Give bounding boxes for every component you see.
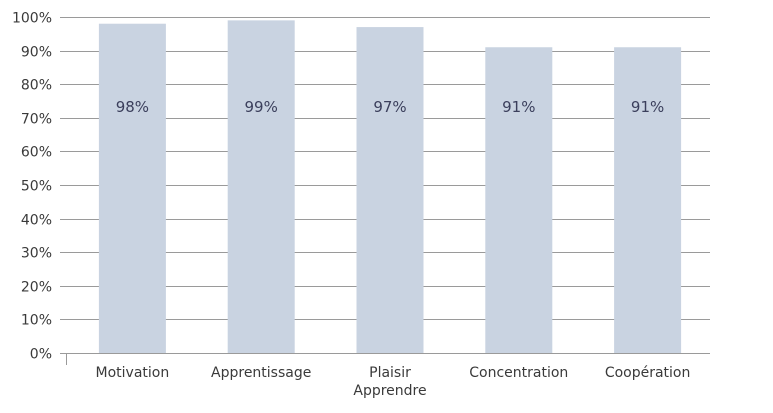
y-tick-label: 60% [21, 145, 52, 161]
y-tick-label: 90% [21, 45, 52, 61]
bars [98, 20, 682, 354]
data-label: 98% [116, 98, 149, 116]
y-tick-label: 100% [12, 11, 52, 27]
data-label: 91% [631, 98, 664, 116]
bar [227, 20, 295, 354]
y-tick-label: 50% [21, 179, 52, 195]
y-tick-label: 0% [30, 347, 52, 363]
y-tick-label: 30% [21, 246, 52, 262]
data-label: 91% [502, 98, 535, 116]
y-tick-label: 10% [21, 313, 52, 329]
bar [614, 47, 682, 354]
y-tick-label: 70% [21, 112, 52, 128]
category-label-line: Apprentissage [211, 365, 311, 381]
data-labels: 98% 99% 97% 91% 91% [116, 98, 665, 116]
data-label: 97% [373, 98, 406, 116]
category-label: Motivation [96, 365, 170, 381]
y-tick-label: 80% [21, 78, 52, 94]
category-label-line: Concentration [469, 365, 568, 381]
y-tick-label: 40% [21, 213, 52, 229]
category-label-line: Plaisir [369, 365, 411, 381]
bar [98, 23, 166, 353]
data-label: 99% [245, 98, 278, 116]
category-label: Apprentissage [211, 365, 311, 381]
category-label: Concentration [469, 365, 568, 381]
category-label: Plaisir Apprendre [353, 365, 426, 399]
y-tick-label: 20% [21, 280, 52, 296]
bar [356, 27, 424, 354]
x-axis-categories: Motivation Apprentissage Plaisir Apprendre C… [96, 365, 691, 399]
category-label-line: Apprendre [353, 383, 426, 399]
category-label-line: Motivation [96, 365, 170, 381]
category-label: Coopération [605, 365, 691, 381]
category-label-line: Coopération [605, 365, 691, 381]
bar [485, 47, 553, 354]
y-axis-ticks: 0% 10% 20% 30% 40% 50% 60% 70% 80% 90% 100% [12, 11, 52, 363]
